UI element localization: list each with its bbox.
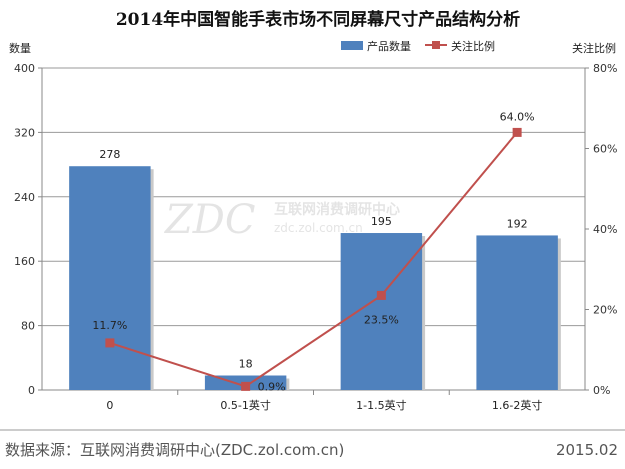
line-path bbox=[109, 131, 518, 388]
chart-title: 2014年中国智能手表市场不同屏幕尺寸产品结构分析 bbox=[116, 9, 520, 30]
footer-source: 数据来源：互联网消费调研中心(ZDC.zol.com.cn) bbox=[5, 441, 344, 459]
line-point bbox=[376, 290, 386, 300]
watermark-logo: ZDC bbox=[163, 197, 255, 243]
category-label: 0 bbox=[106, 399, 113, 412]
line-value-label: 64.0% bbox=[500, 110, 535, 123]
legend-bar-label: 产品数量 bbox=[367, 39, 411, 53]
bar bbox=[340, 233, 423, 390]
right-tick-label: 40% bbox=[593, 223, 617, 236]
data-labels: 278 18 195 192 11.7% 0.9% 23.5% 64.0% bbox=[92, 110, 534, 393]
left-tick-label: 80 bbox=[21, 320, 35, 333]
right-tick-label: 60% bbox=[593, 143, 617, 156]
bar-value-label: 192 bbox=[507, 217, 528, 230]
left-axis-title: 数量 bbox=[9, 42, 31, 55]
bar-value-label: 195 bbox=[371, 215, 392, 228]
bar bbox=[476, 235, 558, 390]
line-point bbox=[241, 381, 251, 391]
line-point bbox=[512, 127, 522, 137]
legend: 产品数量 关注比例 bbox=[341, 39, 495, 53]
legend-line-label: 关注比例 bbox=[451, 39, 495, 53]
watermark: ZDC 互联网消费调研中心 zdc.zol.com.cn bbox=[163, 197, 400, 243]
tick-labels: 0 80 160 240 320 400 0% 20% 40% 60% 80% bbox=[14, 62, 617, 397]
line-point bbox=[105, 338, 115, 348]
line-series bbox=[105, 127, 522, 391]
watermark-url: zdc.zol.com.cn bbox=[274, 221, 363, 235]
category-label: 1.6-2英寸 bbox=[492, 398, 542, 412]
legend-bar-swatch bbox=[341, 41, 363, 50]
watermark-cn: 互联网消费调研中心 bbox=[274, 201, 400, 218]
right-tick-label: 20% bbox=[593, 304, 617, 317]
legend-line-marker bbox=[432, 41, 440, 49]
category-labels: 0 0.5-1英寸 1-1.5英寸 1.6-2英寸 bbox=[106, 398, 542, 412]
left-tick-label: 400 bbox=[14, 62, 35, 75]
left-tick-label: 240 bbox=[14, 191, 35, 204]
left-tick-label: 160 bbox=[14, 255, 35, 268]
line-value-label: 11.7% bbox=[92, 319, 127, 332]
left-tick-label: 0 bbox=[28, 384, 35, 397]
bar-value-label: 18 bbox=[239, 358, 253, 371]
bar bbox=[69, 166, 151, 390]
category-label: 0.5-1英寸 bbox=[220, 398, 270, 412]
right-tick-label: 80% bbox=[593, 62, 617, 75]
footer-date: 2015.02 bbox=[556, 441, 618, 459]
right-tick-label: 0% bbox=[593, 384, 610, 397]
category-label: 1-1.5英寸 bbox=[356, 398, 406, 412]
line-value-label: 0.9% bbox=[258, 380, 286, 393]
line-value-label: 23.5% bbox=[364, 313, 399, 326]
right-axis-title: 关注比例 bbox=[572, 41, 616, 55]
bar-series bbox=[69, 166, 561, 390]
bar-value-label: 278 bbox=[99, 148, 120, 161]
left-tick-label: 320 bbox=[14, 126, 35, 139]
